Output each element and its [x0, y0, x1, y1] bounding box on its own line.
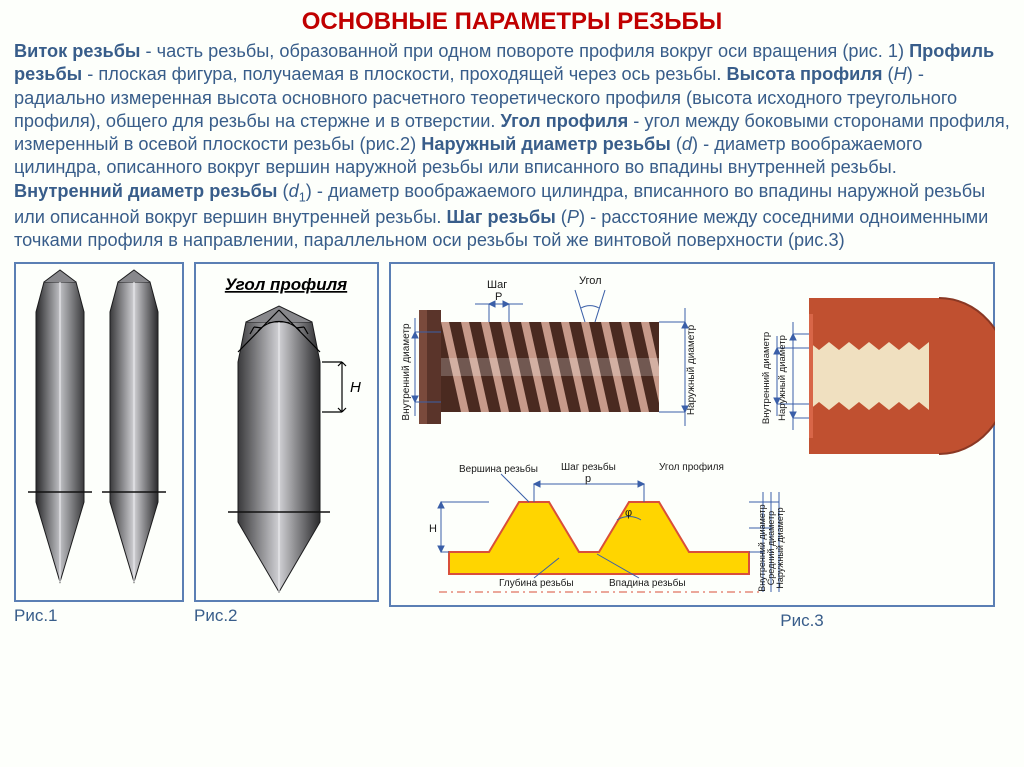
main-paragraph: Виток резьбы - часть резьбы, образованно… [0, 40, 1024, 258]
svg-text:Наружный диаметр: Наружный диаметр [777, 335, 788, 421]
svg-text:Внутренний диаметр: Внутренний диаметр [761, 332, 772, 424]
fig2-H: Н [350, 379, 361, 396]
term-vysota: Высота профиля [726, 64, 882, 84]
svg-text:Глубина резьбы: Глубина резьбы [499, 577, 574, 589]
svg-text:Впадина резьбы: Впадина резьбы [609, 577, 686, 589]
figure-1: Рис.1 [14, 262, 184, 626]
fig3-caption: Рис.3 [389, 607, 995, 631]
svg-text:H: H [429, 523, 437, 535]
term-vnutr: Внутренний диаметр резьбы [14, 181, 277, 201]
svg-text:φ: φ [625, 507, 632, 519]
fig1-caption: Рис.1 [14, 602, 184, 626]
fig3-nut: Наружный диаметр Внутренний диаметр [761, 298, 995, 454]
svg-text:Наружный диаметр: Наружный диаметр [686, 325, 697, 416]
figures-row: Рис.1 Угол профиля [0, 258, 1024, 637]
fig3-bolt: Шаг P Угол Внутренний диаметр Наружный д… [401, 275, 697, 426]
figure-3: Шаг P Угол Внутренний диаметр Наружный д… [389, 262, 995, 631]
fig2-title: Угол профиля [225, 275, 347, 294]
fig2-caption: Рис.2 [194, 602, 379, 626]
svg-text:Угол профиля: Угол профиля [659, 461, 724, 473]
svg-text:Вершина резьбы: Вершина резьбы [459, 463, 538, 475]
svg-text:Шаг резьбы: Шаг резьбы [561, 461, 616, 473]
term-naruzh: Наружный диаметр резьбы [421, 134, 671, 154]
svg-text:p: p [585, 473, 591, 485]
svg-text:Наружный диаметр: Наружный диаметр [775, 508, 785, 589]
fig3-svg: Шаг P Угол Внутренний диаметр Наружный д… [389, 262, 995, 607]
svg-text:Шаг: Шаг [487, 279, 507, 291]
term-shag: Шаг резьбы [447, 207, 556, 227]
svg-text:Внутренний диаметр: Внутренний диаметр [401, 323, 412, 421]
fig3-profile: Вершина резьбы Шаг резьбы Угол профиля p… [429, 461, 785, 592]
fig1-svg [14, 262, 184, 602]
term-vitok: Виток резьбы [14, 41, 140, 61]
figure-2: Угол профиля [194, 262, 379, 626]
svg-text:Угол: Угол [579, 275, 602, 287]
fig2-svg: Угол профиля [194, 262, 379, 602]
term-ugol: Угол профиля [501, 111, 629, 131]
svg-text:P: P [495, 291, 502, 303]
page-title: ОСНОВНЫЕ ПАРАМЕТРЫ РЕЗЬБЫ [0, 0, 1024, 40]
